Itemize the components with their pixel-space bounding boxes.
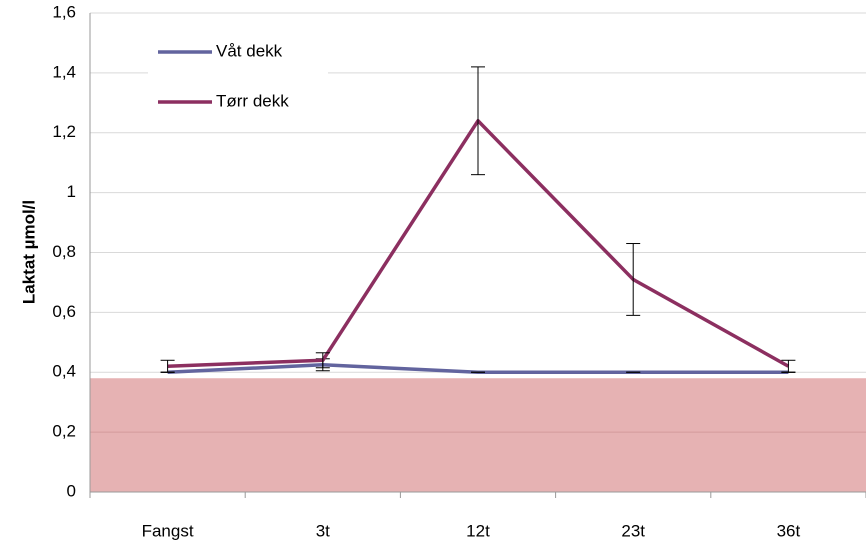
- y-tick-label: 0,4: [52, 362, 76, 381]
- x-tick-label: 36t: [777, 521, 801, 540]
- error-bar: [626, 243, 641, 316]
- error-bar: [160, 359, 175, 373]
- error-bar: [315, 352, 330, 369]
- x-tick-label: Fangst: [142, 521, 194, 540]
- x-tick-label: 12t: [466, 521, 490, 540]
- y-tick-label: 0,2: [52, 422, 76, 441]
- x-tick-label: 23t: [621, 521, 645, 540]
- x-tick-label: 3t: [316, 521, 330, 540]
- y-tick-label: 1,6: [52, 2, 76, 21]
- y-tick-label: 1,4: [52, 62, 76, 81]
- series-line: [167, 363, 789, 374]
- y-axis-label: Laktat µmol/l: [19, 200, 38, 304]
- y-tick-label: 1,2: [52, 122, 76, 141]
- legend-label: Tørr dekk: [216, 91, 289, 110]
- legend-label: Våt dekk: [216, 41, 283, 60]
- y-tick-label: 1: [67, 182, 76, 201]
- y-tick-label: 0: [67, 481, 76, 500]
- error-bar: [781, 359, 796, 373]
- error-bar: [471, 66, 485, 176]
- y-tick-label: 0,8: [52, 242, 76, 261]
- y-tick-label: 0,6: [52, 302, 76, 321]
- shaded-band: [90, 378, 866, 492]
